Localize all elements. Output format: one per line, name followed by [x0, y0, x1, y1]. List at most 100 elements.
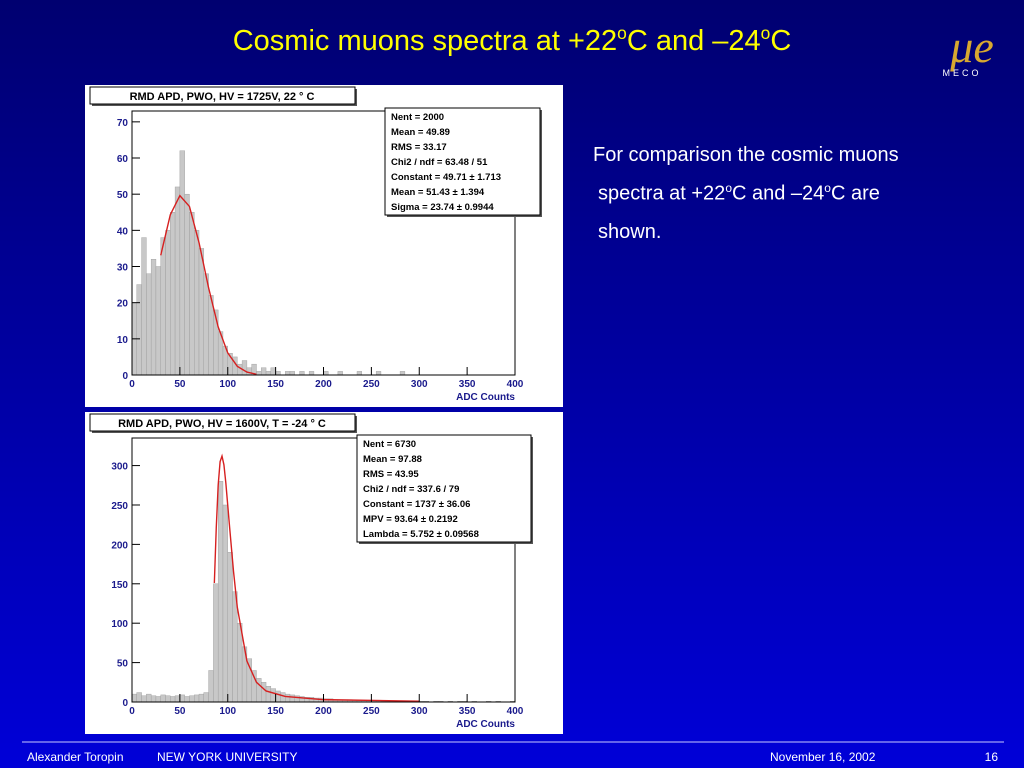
histogram-bar: [275, 371, 281, 376]
stats-line: Nent = 2000: [391, 112, 444, 123]
x-tick-label: 0: [129, 706, 135, 717]
histogram-bar: [246, 367, 252, 376]
histogram-panel: 0 50 100 150 200 250 300 350 400 0 10 20 30 40 50 60 70 A…: [85, 85, 563, 407]
stats-line: RMS = 33.17: [391, 142, 447, 153]
text-part: C: [770, 25, 791, 57]
body-line: For comparison the cosmic muons: [593, 144, 899, 166]
x-tick-label: 200: [315, 706, 332, 717]
x-tick-label: 50: [174, 379, 186, 390]
histogram-bar: [208, 670, 214, 703]
y-tick-label: 50: [117, 190, 129, 201]
histogram-bar: [289, 371, 295, 376]
stats-line: Constant = 49.71 ± 1.713: [391, 172, 501, 183]
histogram-bar: [356, 371, 363, 376]
text-part: C and –24: [627, 25, 761, 57]
histogram-bar: [222, 504, 228, 703]
stats-line: Nent = 6730: [363, 439, 416, 450]
x-tick-label: 250: [363, 706, 380, 717]
text-part: For comparison the cosmic muons: [593, 144, 899, 166]
histogram-bar: [323, 371, 329, 376]
superscript: o: [761, 23, 771, 43]
x-tick-label: 300: [411, 379, 428, 390]
text-part: C are: [831, 183, 880, 205]
text-part: spectra at +22: [598, 183, 725, 205]
histogram-bar: [184, 193, 190, 376]
x-tick-label: 350: [459, 379, 476, 390]
logo-text: MECO: [943, 68, 982, 78]
histogram-bar: [198, 248, 205, 376]
x-tick-label: 100: [219, 706, 236, 717]
y-tick-label: 200: [111, 540, 128, 551]
histogram-bar: [174, 186, 181, 376]
y-tick-label: 0: [122, 698, 128, 709]
x-tick-label: 350: [459, 706, 476, 717]
histogram-bar: [146, 273, 152, 376]
histogram-bar: [337, 371, 343, 376]
stats-line: RMS = 43.95: [363, 469, 419, 480]
histogram-bar: [146, 693, 152, 703]
histogram-bar: [308, 371, 315, 376]
histogram-bar: [141, 695, 147, 703]
histogram-bar: [237, 622, 243, 703]
footer-institution: NEW YORK UNIVERSITY: [157, 750, 297, 764]
histogram-bar: [165, 695, 171, 703]
text-part: shown.: [598, 221, 661, 243]
footer-author: Alexander Toropin: [27, 750, 124, 764]
y-tick-label: 30: [117, 263, 129, 274]
footer-date: November 16, 2002: [770, 750, 876, 764]
body-line: spectra at +22oC and –24oC are: [598, 181, 880, 205]
histogram-bar: [174, 695, 181, 703]
histogram-bar: [265, 371, 272, 376]
histogram-bar: [189, 212, 195, 376]
histogram-bar: [241, 360, 248, 376]
footer-page: 16: [985, 750, 999, 764]
title-box: [89, 413, 356, 432]
x-tick-label: 50: [174, 706, 186, 717]
histogram-bar: [284, 693, 291, 703]
histogram-bar: [203, 273, 209, 376]
x-axis-label: ADC Counts: [456, 719, 515, 730]
histogram-bar: [179, 694, 185, 703]
histogram-bar: [270, 688, 276, 703]
superscript: o: [725, 181, 732, 195]
histogram-bar: [399, 371, 406, 376]
y-tick-label: 20: [117, 299, 129, 310]
y-tick-label: 70: [117, 118, 129, 129]
text-part: Cosmic muons spectra at +22: [233, 25, 617, 57]
histogram-bar: [136, 692, 142, 703]
logo: μe MECO: [943, 21, 994, 78]
histogram-bar: [150, 259, 157, 376]
histogram-bar: [160, 694, 166, 703]
y-tick-label: 60: [117, 154, 129, 165]
x-axis-label: ADC Counts: [456, 392, 515, 403]
y-tick-label: 100: [111, 619, 128, 630]
text-part: C and –24: [732, 183, 824, 205]
histogram-bar: [280, 692, 286, 703]
x-tick-label: 300: [411, 706, 428, 717]
histogram-bar: [170, 212, 176, 376]
histogram-bar: [184, 696, 190, 703]
y-tick-label: 250: [111, 501, 128, 512]
histogram-bar: [141, 237, 147, 376]
title-box: [89, 86, 356, 105]
y-tick-label: 150: [111, 580, 128, 591]
histogram-title: RMD APD, PWO, HV = 1725V, 22 ° C: [130, 91, 315, 103]
histogram-bar: [261, 367, 267, 376]
histogram-bar: [213, 583, 219, 703]
x-tick-label: 200: [315, 379, 332, 390]
stats-box: [384, 107, 541, 216]
x-tick-label: 150: [267, 379, 284, 390]
body-line: shown.: [598, 221, 661, 243]
x-tick-label: 400: [507, 706, 524, 717]
y-tick-label: 10: [117, 335, 129, 346]
x-tick-label: 150: [267, 706, 284, 717]
histogram-bar: [375, 371, 382, 376]
histogram-bar: [136, 284, 142, 376]
stats-line: Mean = 51.43 ± 1.394: [391, 187, 485, 198]
superscript: o: [824, 181, 831, 195]
histogram-bar: [203, 692, 209, 703]
y-tick-label: 300: [111, 462, 128, 473]
histogram-bar: [227, 552, 233, 703]
histogram-bar: [251, 670, 257, 703]
